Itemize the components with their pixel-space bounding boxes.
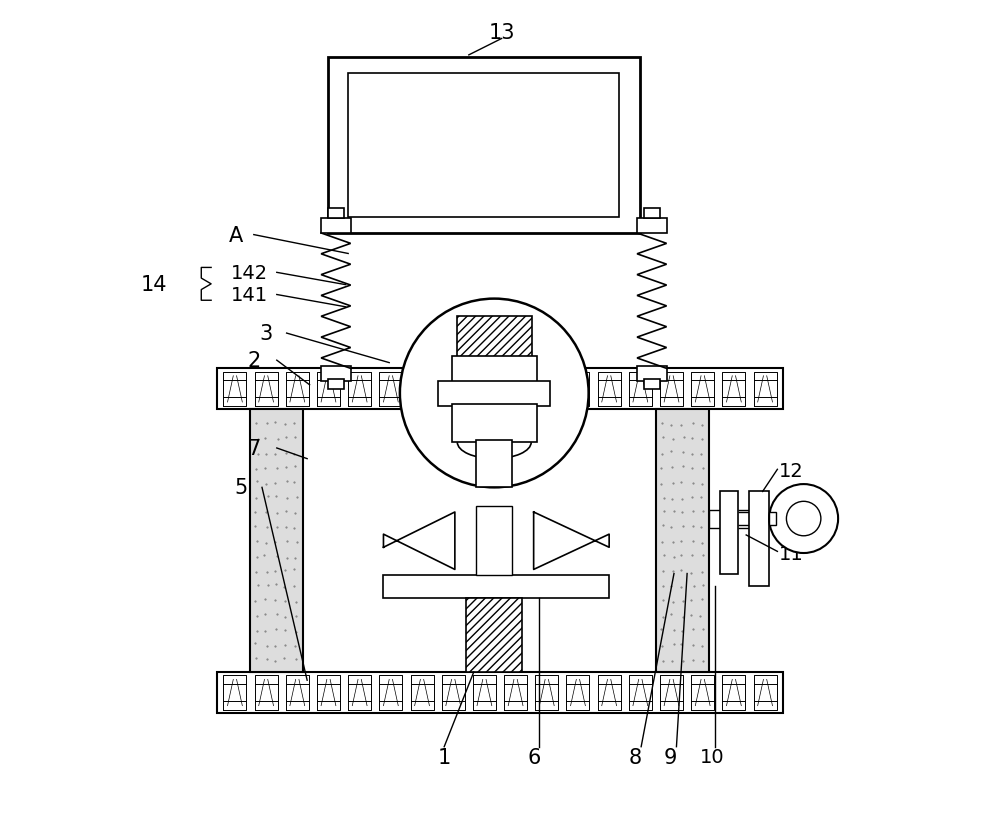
Bar [457,316,532,359]
Bar [749,492,769,586]
Bar [644,379,660,389]
Text: A: A [229,225,243,245]
Text: 142: 142 [231,263,268,282]
Text: 3: 3 [259,324,273,344]
Bar [328,379,344,389]
Circle shape [769,484,838,553]
Bar [321,367,351,381]
Bar [720,492,738,574]
Bar [383,575,609,599]
Polygon shape [383,513,455,570]
Bar [769,513,776,526]
Text: 2: 2 [247,351,260,371]
Bar [217,369,783,410]
Text: 9: 9 [664,747,677,767]
Text: 11: 11 [779,544,804,563]
Bar [452,357,537,383]
Bar [328,209,344,219]
Polygon shape [534,513,609,570]
Circle shape [786,502,821,537]
Bar [476,507,512,575]
Bar [637,367,667,381]
Bar [348,74,619,217]
Bar [328,57,640,233]
Bar [250,410,303,672]
Bar [466,599,522,672]
Circle shape [400,299,589,488]
Bar [476,440,512,488]
Text: 8: 8 [629,747,642,767]
Bar [217,672,783,713]
Text: 5: 5 [235,478,248,498]
Bar [656,410,709,672]
Text: 12: 12 [779,462,804,481]
Bar [438,382,550,407]
Text: 141: 141 [231,286,268,305]
Bar [709,510,722,528]
Text: 1: 1 [438,747,451,767]
Bar [644,209,660,219]
Text: 14: 14 [140,275,167,295]
Bar [321,219,351,233]
Text: 10: 10 [699,747,724,766]
Text: 13: 13 [488,23,515,43]
Bar [452,405,537,443]
Text: 7: 7 [247,439,260,459]
Bar [637,219,667,233]
Text: 6: 6 [528,747,541,767]
